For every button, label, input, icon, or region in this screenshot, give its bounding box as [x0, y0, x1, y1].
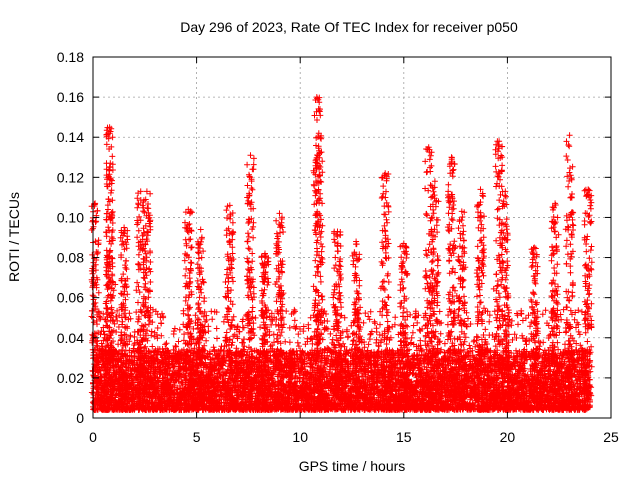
data-point	[409, 329, 416, 336]
data-point	[436, 308, 443, 315]
data-point	[171, 325, 178, 332]
data-point	[252, 314, 259, 321]
data-point	[546, 332, 553, 339]
data-point	[341, 314, 348, 321]
data-point	[295, 343, 302, 350]
data-point	[181, 331, 188, 338]
data-point	[239, 318, 246, 325]
data-point	[496, 197, 503, 204]
grid	[93, 57, 611, 418]
data-point	[563, 237, 570, 244]
data-point	[294, 339, 301, 346]
data-point	[515, 321, 521, 328]
data-point	[209, 316, 216, 323]
data-point	[486, 318, 493, 325]
data-point	[230, 313, 237, 320]
data-point	[273, 335, 280, 342]
data-point	[291, 317, 298, 324]
data-points	[88, 94, 595, 413]
data-point	[195, 255, 202, 262]
data-point	[542, 307, 549, 314]
data-point	[98, 340, 105, 347]
data-point	[291, 306, 298, 313]
data-point	[511, 331, 518, 338]
data-point	[154, 325, 161, 331]
data-point	[441, 340, 448, 347]
data-point	[412, 313, 419, 320]
data-point	[494, 206, 501, 213]
data-point	[338, 312, 345, 319]
data-point	[126, 310, 133, 317]
data-point	[362, 310, 369, 317]
data-point	[462, 334, 469, 341]
data-point	[377, 321, 383, 328]
data-point	[163, 340, 170, 347]
data-point	[286, 324, 293, 331]
data-point	[234, 323, 241, 330]
data-point	[482, 326, 489, 333]
data-point	[241, 343, 248, 350]
data-point	[344, 334, 351, 341]
data-point	[392, 314, 399, 321]
chart-title: Day 296 of 2023, Rate Of TEC Index for r…	[180, 19, 518, 35]
data-point	[158, 320, 165, 327]
data-point	[408, 334, 415, 341]
data-point	[95, 289, 102, 296]
data-point	[470, 338, 477, 345]
data-point	[539, 311, 546, 318]
